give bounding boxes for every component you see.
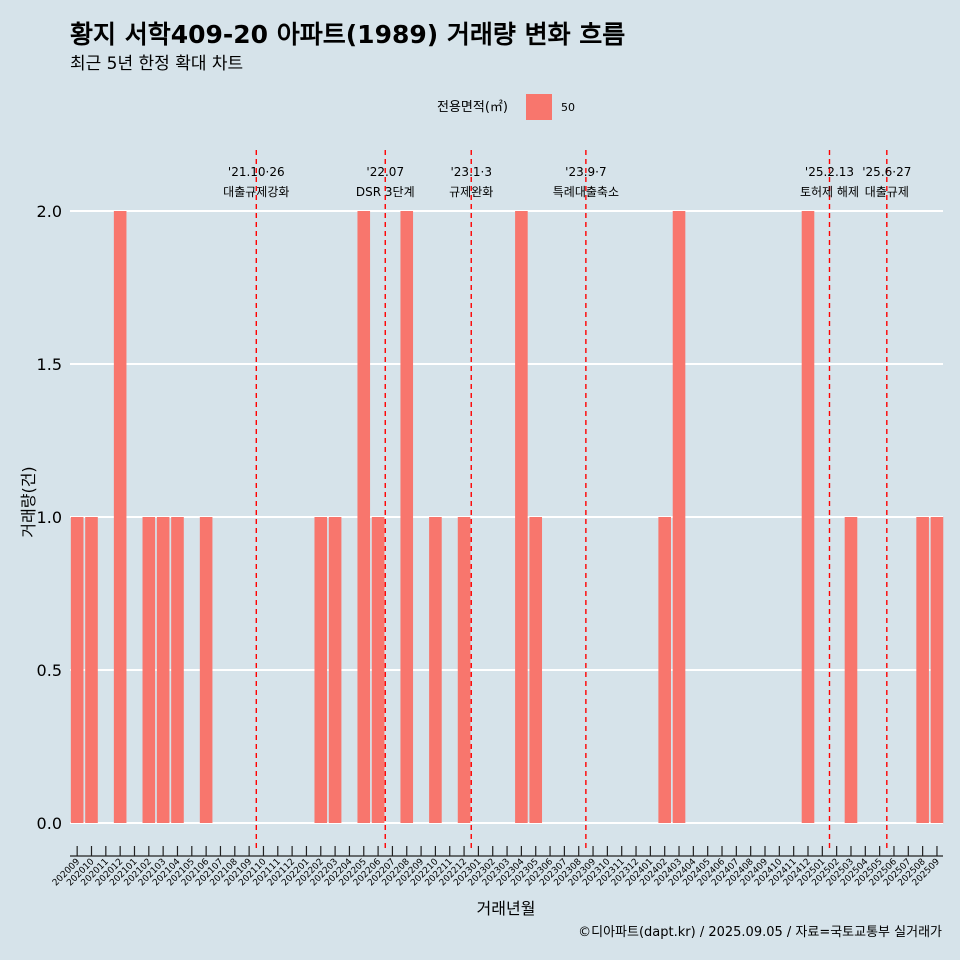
event-date-label: '21.10·26 (228, 165, 285, 179)
y-tick-label: 1.0 (37, 508, 62, 527)
chart-subtitle: 최근 5년 한정 확대 차트 (70, 54, 243, 74)
y-axis-title: 거래량(건) (19, 466, 38, 537)
bar (113, 211, 127, 823)
y-axis-ticks: 0.0 0.5 1.0 1.5 2.0 (37, 202, 62, 833)
caption: ©디아파트(dapt.kr) / 2025.09.05 / 자료=국토교통부 실… (578, 925, 942, 940)
y-tick-label: 2.0 (37, 202, 62, 221)
bar (457, 517, 471, 823)
x-axis: 2020092020102020112020122021012021022021… (51, 846, 943, 888)
bar (314, 517, 328, 823)
bar (85, 517, 98, 823)
y-tick-label: 0.5 (37, 661, 62, 680)
bar (801, 211, 815, 823)
bar (529, 517, 543, 823)
bar (400, 211, 414, 823)
event-name-label: DSR 3단계 (356, 185, 415, 199)
y-tick-label: 1.5 (37, 355, 62, 374)
bar (328, 517, 342, 823)
event-name-label: 대출규제강화 (223, 185, 289, 199)
x-axis-title: 거래년월 (477, 899, 536, 918)
bar (844, 517, 858, 823)
bar (672, 211, 686, 823)
legend: 전용면적(㎡) 50 (437, 94, 575, 120)
bars (70, 211, 944, 823)
bar (429, 517, 442, 823)
gridlines (70, 210, 943, 824)
legend-swatch (526, 94, 552, 120)
event-date-label: '25.2.13 (805, 165, 854, 179)
event-date-label: '23.9·7 (565, 165, 606, 179)
event-name-label: 규제완화 (449, 185, 493, 199)
bar (171, 517, 184, 823)
bar (142, 517, 156, 823)
chart-title: 황지 서학409-20 아파트(1989) 거래량 변화 흐름 (70, 20, 625, 49)
event-date-label: '25.6·27 (862, 165, 911, 179)
event-name-label: 대출규제 (865, 185, 909, 199)
bar (515, 211, 528, 823)
bar (930, 517, 944, 823)
bar (371, 517, 385, 823)
event-name-label: 토허제 해제 (800, 185, 859, 199)
bar (357, 211, 371, 823)
legend-label: 50 (561, 101, 575, 114)
event-annotations: '21.10·26 대출규제강화 '22.07 DSR 3단계 '23.1·3 규제완화 '… (223, 150, 911, 848)
event-date-label: '22.07 (366, 165, 404, 179)
bar (70, 517, 84, 823)
y-tick-label: 0.0 (37, 814, 62, 833)
event-name-label: 특례대출축소 (553, 185, 619, 199)
bar (199, 517, 213, 823)
bar (658, 517, 671, 823)
bar (156, 517, 170, 823)
event-date-label: '23.1·3 (451, 165, 492, 179)
bar (916, 517, 929, 823)
legend-title: 전용면적(㎡) (437, 100, 508, 115)
